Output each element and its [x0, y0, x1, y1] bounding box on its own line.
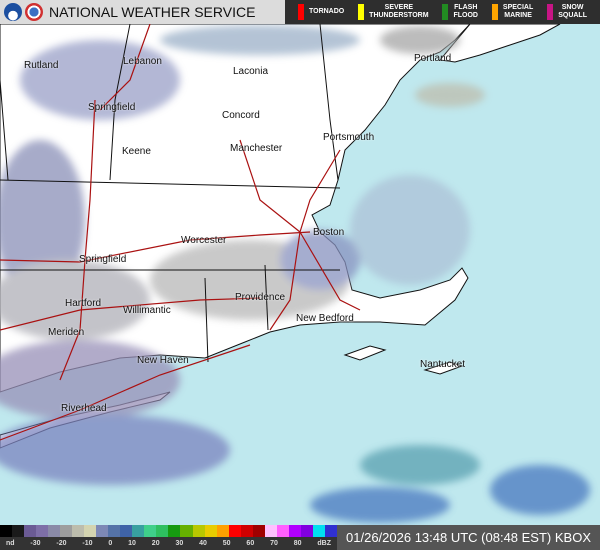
highways	[0, 24, 361, 441]
legend-tick: nd	[6, 540, 15, 547]
city-label: Concord	[222, 110, 260, 121]
radar-map[interactable]	[0, 24, 600, 525]
color-step	[36, 525, 49, 537]
color-step	[228, 525, 241, 537]
warning-item: FLASH FLOOD	[442, 4, 478, 20]
color-step	[168, 525, 181, 537]
legend-tick: -30	[30, 540, 41, 547]
reflectivity-legend: nd -30 -20 -10 0 10 20 30 40 50 60 70 80 dBZ	[0, 525, 337, 550]
noaa-logo-icon	[4, 3, 22, 21]
nantucket-island	[423, 361, 464, 375]
color-step	[144, 525, 157, 537]
city-label: Rutland	[24, 60, 59, 71]
legend-tick: 80	[293, 540, 302, 547]
legend-tick: 60	[246, 540, 255, 547]
warning-label: SEVERE THUNDERSTORM	[369, 4, 429, 19]
warning-swatch	[442, 4, 449, 20]
city-label: Nantucket	[420, 359, 466, 370]
color-step	[192, 525, 205, 537]
legend-tick: -10	[82, 540, 93, 547]
city-label: Manchester	[230, 143, 283, 154]
city-label: Riverhead	[61, 403, 107, 414]
city-label: Portland	[414, 53, 452, 64]
color-step	[24, 525, 37, 537]
city-label: New Bedford	[296, 313, 354, 324]
reflectivity-colorbar	[0, 525, 337, 537]
legend-tick: 0	[108, 540, 113, 547]
color-step	[0, 525, 13, 537]
color-step	[300, 525, 313, 537]
legend-tick: 10	[128, 540, 136, 547]
color-step	[48, 525, 61, 537]
legend-tick: 50	[222, 540, 231, 547]
warning-label: SNOW SQUALL	[558, 4, 587, 19]
warning-label: TORNADO	[308, 8, 345, 15]
state-borders	[0, 24, 341, 363]
legend-tick: 30	[175, 540, 184, 547]
city-label: Lebanon	[123, 56, 162, 67]
header: NATIONAL WEATHER SERVICE TORNADO SEVERE T…	[0, 0, 600, 24]
site-title: NATIONAL WEATHER SERVICE	[49, 4, 256, 20]
city-label: New Haven	[137, 355, 189, 366]
city-label: Providence	[235, 292, 286, 303]
legend-tick: 70	[270, 540, 278, 547]
color-step	[252, 525, 265, 537]
city-label: Meriden	[48, 327, 85, 338]
timestamp: 01/26/2026 13:48 UTC (08:48 EST) KBOX	[337, 525, 600, 550]
city-label: Springfield	[79, 254, 127, 265]
color-step	[132, 525, 145, 537]
nws-logo-icon	[25, 3, 43, 21]
color-step	[96, 525, 109, 537]
color-step	[276, 525, 289, 537]
legend-tick: -20	[56, 540, 67, 547]
city-label: Hartford	[65, 298, 102, 309]
warning-swatch	[547, 4, 554, 20]
color-step	[156, 525, 169, 537]
marthas-vineyard	[343, 345, 387, 361]
color-step	[72, 525, 85, 537]
city-label: Portsmouth	[323, 132, 375, 143]
legend-tick: dBZ	[317, 540, 331, 547]
warning-item: SNOW SQUALL	[547, 4, 587, 20]
city-label: Willimantic	[123, 305, 171, 316]
warning-swatch	[491, 4, 498, 20]
warning-legend: TORNADO SEVERE THUNDERSTORM FLASH FLOOD SPE…	[285, 0, 600, 24]
color-step	[60, 525, 73, 537]
legend-ticks: nd -30 -20 -10 0 10 20 30 40 50 60 70 80 dBZ	[0, 537, 337, 550]
legend-tick: 40	[199, 540, 207, 547]
color-step	[264, 525, 277, 537]
warning-item: SEVERE THUNDERSTORM	[358, 4, 429, 20]
color-step	[108, 525, 121, 537]
color-step	[324, 525, 337, 537]
city-label: Boston	[313, 227, 345, 238]
warning-label: SPECIAL MARINE	[502, 4, 534, 19]
color-step	[312, 525, 325, 537]
warning-swatch	[358, 4, 365, 20]
color-step	[120, 525, 133, 537]
color-step	[288, 525, 301, 537]
warning-label: FLASH FLOOD	[453, 4, 478, 19]
color-step	[240, 525, 253, 537]
city-label: Worcester	[181, 235, 227, 246]
city-label: Keene	[122, 146, 151, 157]
nws-brand[interactable]: NATIONAL WEATHER SERVICE	[0, 0, 285, 24]
warning-swatch	[297, 4, 304, 20]
color-step	[84, 525, 97, 537]
color-step	[180, 525, 193, 537]
city-label: Laconia	[233, 66, 269, 77]
color-step	[204, 525, 217, 537]
city-label: Springfield	[88, 102, 136, 113]
land-maine-coast	[439, 24, 561, 63]
legend-tick: 20	[151, 540, 160, 547]
color-step	[216, 525, 229, 537]
warning-item: TORNADO	[297, 4, 345, 20]
color-step	[12, 525, 25, 537]
warning-item: SPECIAL MARINE	[491, 4, 534, 20]
